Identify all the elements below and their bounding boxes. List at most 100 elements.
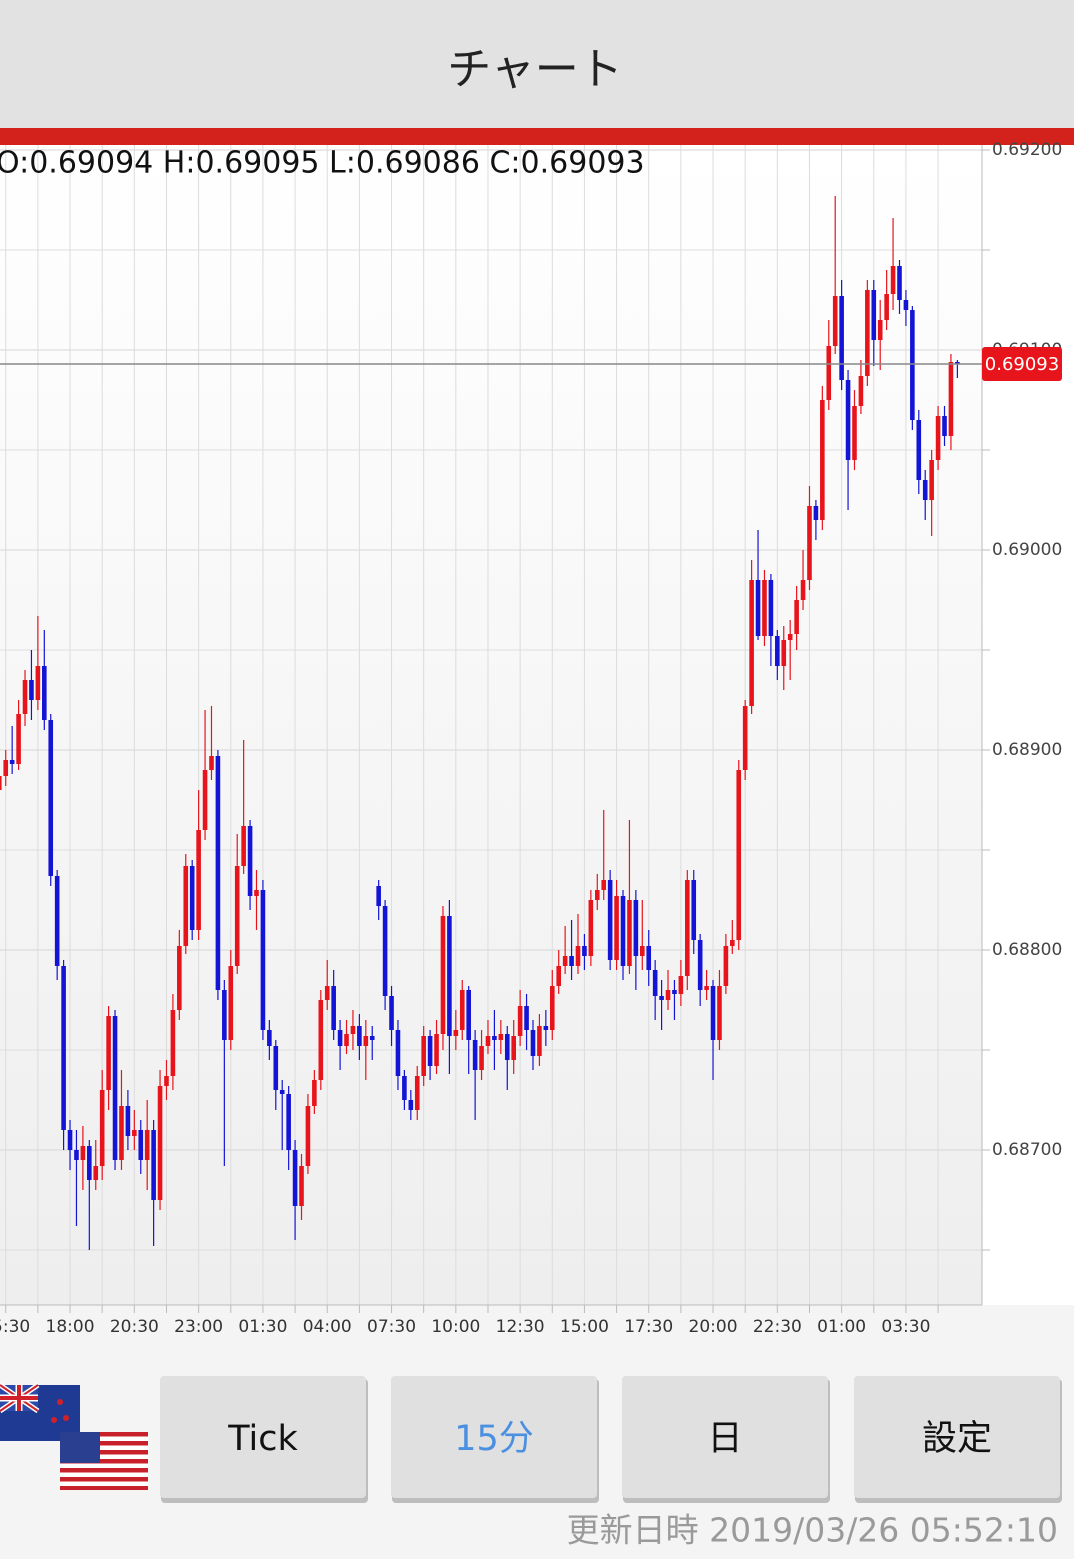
candle-body [9, 760, 15, 764]
candle-body [292, 1150, 298, 1206]
button-label[interactable]: 15分 [454, 1419, 534, 1459]
y-tick-label: 0.68700 [992, 1140, 1062, 1160]
candle-body [408, 1100, 414, 1110]
candle-body [627, 900, 632, 966]
candle-body [620, 896, 626, 966]
candle-body [215, 756, 221, 990]
x-tick-label: 17:30 [624, 1317, 673, 1337]
ohlc-readout: O:0.69094 H:0.69095 L:0.69086 C:0.69093 [0, 146, 645, 181]
candle-body [710, 986, 716, 1040]
candle-body [659, 996, 664, 1000]
candle-body [922, 480, 928, 500]
candle-body [569, 956, 574, 966]
flag-nzd [0, 1382, 80, 1441]
y-tick-label: 0.68900 [992, 740, 1062, 760]
candle-body [144, 1130, 150, 1160]
period-button[interactable]: 設定 [854, 1376, 1062, 1503]
candle-body [955, 362, 960, 364]
candle-body [794, 600, 799, 634]
candle-body [54, 876, 60, 966]
candle-body [556, 966, 562, 986]
button-face[interactable] [160, 1376, 366, 1498]
candle-body [395, 1030, 401, 1076]
candle-body [890, 266, 896, 294]
x-tick-label: 01:30 [238, 1317, 287, 1337]
candle-body [234, 866, 240, 966]
candle-body [170, 1010, 176, 1076]
candle-body [16, 714, 21, 764]
candle-body [414, 1076, 420, 1110]
candle-body [479, 1046, 484, 1070]
candle-body [74, 1150, 79, 1160]
updated-time: 更新日時 2019/03/26 05:52:10 [567, 1511, 1058, 1550]
candle-body [434, 1034, 439, 1066]
candle-body [575, 946, 581, 966]
candle-body [376, 886, 381, 906]
button-face[interactable] [854, 1376, 1060, 1498]
x-tick-label: 23:00 [174, 1317, 223, 1337]
x-tick-label: 18:00 [46, 1317, 95, 1337]
candle-body [132, 1130, 137, 1136]
candle-body [498, 1034, 504, 1040]
candle-body [762, 580, 767, 636]
x-tick-label: 03:30 [881, 1317, 930, 1337]
candle-body [723, 946, 729, 986]
axes: 0.692000.691000.690000.689000.688000.687… [0, 140, 1062, 1337]
x-tick-label: 04:00 [303, 1317, 352, 1337]
candle-body [543, 1026, 549, 1030]
candle-body [177, 946, 182, 1010]
candle-body [768, 580, 774, 636]
candle-body [942, 416, 947, 436]
candle-body [421, 1036, 426, 1076]
last-price-tag [982, 347, 1062, 381]
candle-body [646, 946, 652, 970]
candle-body [138, 1130, 144, 1160]
period-button[interactable]: 日 [622, 1376, 830, 1503]
button-face[interactable] [391, 1376, 597, 1498]
candle-body [910, 310, 915, 420]
candle-body [935, 416, 941, 460]
candle-body [279, 1090, 285, 1094]
candle-body [286, 1094, 291, 1150]
candle-body [601, 880, 607, 890]
candle-body [640, 946, 645, 956]
candle-body [517, 1006, 523, 1036]
candle-body [48, 720, 54, 876]
candle-body [402, 1076, 407, 1100]
period-button[interactable]: 15分 [391, 1376, 599, 1503]
candle-body [742, 706, 748, 770]
candle-body [299, 1166, 304, 1206]
last-price-label: 0.69093 [985, 354, 1059, 375]
candle-body [826, 346, 832, 400]
period-button[interactable]: Tick [160, 1376, 368, 1503]
candle-body [106, 1016, 111, 1090]
candle-body [678, 976, 684, 994]
candle-body [189, 866, 195, 930]
button-label[interactable]: 設定 [922, 1419, 992, 1459]
candle-body [318, 1000, 324, 1080]
candle-body [537, 1026, 542, 1056]
candle-body [267, 1030, 272, 1046]
candle-body [382, 906, 388, 996]
candle-body [884, 294, 889, 320]
candle-body [916, 420, 922, 480]
button-face[interactable] [622, 1376, 828, 1498]
candle-body [35, 666, 41, 700]
candle-body [948, 362, 954, 436]
candles [0, 196, 960, 1250]
candle-body [730, 940, 735, 946]
candle-body [247, 826, 253, 896]
candle-body [164, 1076, 169, 1086]
candle-body [652, 970, 658, 996]
candle-body [440, 916, 446, 1034]
button-label[interactable]: 日 [707, 1419, 742, 1459]
candle-body [781, 640, 787, 666]
x-tick-label: 01:00 [817, 1317, 866, 1337]
candle-body [877, 320, 883, 340]
candle-body [22, 680, 28, 714]
button-label[interactable]: Tick [227, 1419, 298, 1459]
candle-body [427, 1036, 433, 1066]
app-title: チャート [447, 44, 623, 95]
candle-body [858, 376, 864, 406]
